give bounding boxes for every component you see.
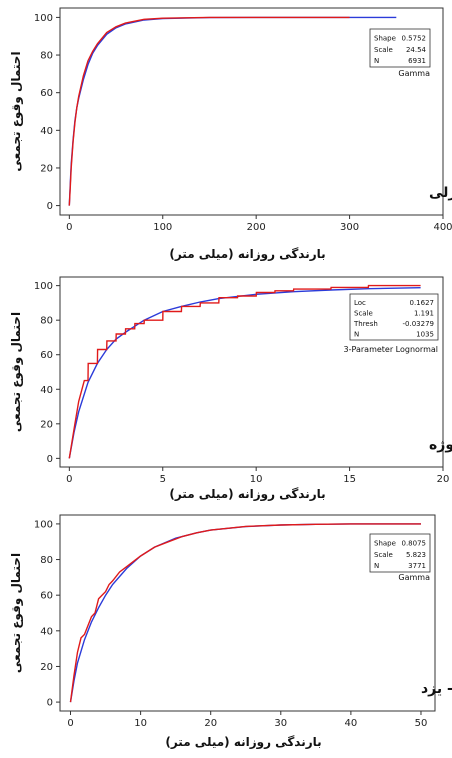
- stat-name: Shape: [374, 35, 396, 43]
- stat-value: 0.5752: [402, 35, 427, 43]
- stats-box: [369, 28, 431, 68]
- stat-name: N: [374, 57, 379, 65]
- chart-panel-2: 0 20 40 60 80 100 0 5 10 15 20 Loc 0.1627 Scale 1.191 T…: [9, 276, 452, 502]
- x-tick-label: 0: [66, 222, 72, 233]
- stats-box: [369, 533, 431, 573]
- distribution-label: Gamma: [398, 573, 430, 582]
- x-tick-label: 10: [250, 474, 263, 485]
- y-tick-label: 0: [47, 698, 53, 709]
- x-tick-label: 5: [160, 474, 166, 485]
- y-tick-label: 20: [40, 662, 53, 673]
- stat-value: 3771: [408, 562, 426, 570]
- empirical-cdf-line: [68, 16, 350, 206]
- stat-name: Scale: [354, 309, 373, 317]
- y-tick-label: 60: [40, 88, 53, 99]
- stat-value: 24.54: [406, 46, 427, 54]
- x-axis-title: بارندگی روزانه (میلی متر): [169, 247, 325, 262]
- x-tick-label: 50: [415, 718, 428, 729]
- y-tick-label: 0: [47, 454, 53, 465]
- stat-value: -0.03279: [403, 320, 434, 328]
- y-tick-label: 20: [40, 163, 53, 174]
- stat-value: 0.1627: [410, 299, 435, 307]
- x-tick-label: 10: [134, 718, 147, 729]
- y-tick-label: 80: [40, 51, 53, 62]
- x-tick-label: 20: [204, 718, 217, 729]
- y-axis-title: احتمال وقوع تجمعی: [9, 51, 24, 171]
- y-axis-title: احتمال وقوع تجمعی: [9, 312, 24, 432]
- y-tick-label: 0: [47, 201, 53, 212]
- x-tick-label: 0: [67, 718, 73, 729]
- x-axis-title: بارندگی روزانه (میلی متر): [169, 487, 325, 502]
- y-tick-label: 40: [40, 626, 53, 637]
- stat-value: 5.823: [406, 551, 426, 559]
- y-axis-title: احتمال وقوع تجمعی: [9, 553, 24, 673]
- stat-value: 6931: [408, 57, 426, 65]
- distribution-label: Gamma: [398, 69, 430, 78]
- x-tick-label: 30: [274, 718, 287, 729]
- y-tick-label: 40: [40, 126, 53, 137]
- stat-name: N: [354, 330, 359, 338]
- x-tick-label: 300: [340, 222, 359, 233]
- y-tick-label: 80: [40, 316, 53, 327]
- y-tick-label: 60: [40, 591, 53, 602]
- x-tick-label: 20: [437, 474, 450, 485]
- empirical-cdf-line: [68, 284, 421, 459]
- stat-name: Thresh: [353, 320, 378, 328]
- stats-box: [349, 293, 439, 341]
- stat-name: Loc: [354, 299, 366, 307]
- x-tick-label: 100: [153, 222, 172, 233]
- stat-name: N: [374, 562, 379, 570]
- x-tick-label: 0: [66, 474, 72, 485]
- region-label: الف- بندر انزلی: [429, 185, 452, 201]
- y-tick-label: 40: [40, 385, 53, 396]
- x-tick-label: 15: [343, 474, 356, 485]
- fitted-cdf-line: [68, 287, 421, 459]
- stat-value: 0.8075: [402, 540, 427, 548]
- distribution-label: 3-Parameter Lognormal: [344, 345, 438, 354]
- stat-value: 1.191: [414, 309, 434, 317]
- y-tick-label: 60: [40, 350, 53, 361]
- y-tick-label: 100: [34, 13, 53, 24]
- y-tick-label: 100: [34, 281, 53, 292]
- x-tick-label: 400: [433, 222, 452, 233]
- empirical-cdf-line: [69, 523, 421, 703]
- y-tick-label: 20: [40, 419, 53, 430]
- region-label: ب- همدان نوژه: [429, 437, 452, 453]
- stat-value: 1035: [416, 330, 434, 338]
- chart-panel-3: 0 20 40 60 80 100 0 10 20 30 40 50 Shape 0.8075 Scale 5…: [9, 514, 452, 750]
- stat-name: Scale: [374, 551, 393, 559]
- stat-name: Scale: [374, 46, 393, 54]
- y-tick-label: 80: [40, 555, 53, 566]
- x-tick-label: 40: [345, 718, 358, 729]
- x-axis-title: بارندگی روزانه (میلی متر): [165, 735, 321, 750]
- y-tick-label: 100: [34, 519, 53, 530]
- region-label: ج- یزد: [421, 681, 452, 697]
- x-tick-label: 200: [247, 222, 266, 233]
- chart-panel-1: 0 20 40 60 80 100 0 100 200 300 400 Shape 0.5752 Scal…: [9, 7, 452, 262]
- stat-name: Shape: [374, 540, 396, 548]
